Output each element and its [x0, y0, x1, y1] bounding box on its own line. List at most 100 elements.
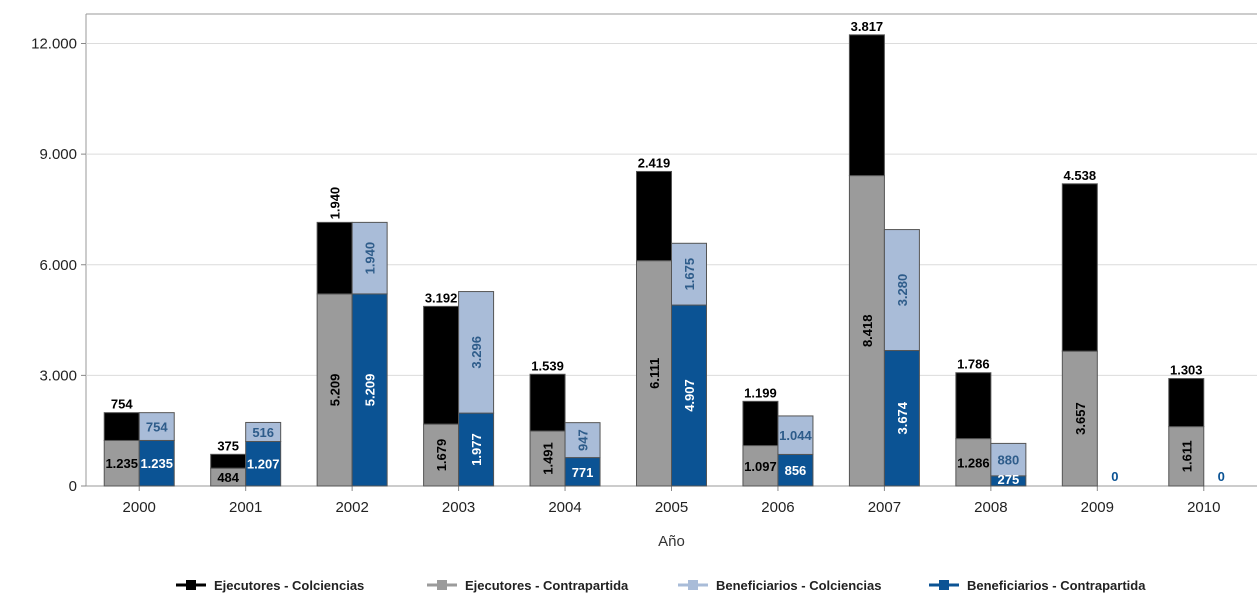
- legend-marker: [186, 580, 196, 590]
- data-label-beneficiarios-colciencias-2004: 947: [576, 429, 591, 451]
- x-tick-label: 2007: [868, 499, 901, 516]
- data-label-ejecutores-colciencias-2001: 375: [217, 438, 239, 453]
- legend-marker: [939, 580, 949, 590]
- bar-ejecutores-colciencias-2006: [742, 400, 779, 447]
- legend-marker: [688, 580, 698, 590]
- x-tick-label: 2005: [655, 499, 688, 516]
- data-label-beneficiarios-contrapartida-2002: 5.209: [363, 374, 378, 407]
- data-label-beneficiarios-colciencias-2000: 754: [146, 420, 168, 435]
- bar-beneficiarios-colciencias-2000: [138, 412, 175, 441]
- y-tick-label: 0: [69, 478, 77, 495]
- x-tick-label: 2003: [442, 499, 475, 516]
- bar-ejecutores-contrapartida-2008: [955, 438, 992, 487]
- data-label-beneficiarios-colciencias-2002: 1.940: [363, 242, 378, 275]
- data-label-beneficiarios-contrapartida-2000: 1.235: [140, 456, 173, 471]
- data-label-ejecutores-colciencias-2009: 4.538: [1064, 168, 1097, 183]
- data-label-ejecutores-colciencias-2003: 3.192: [425, 290, 458, 305]
- data-label-ejecutores-colciencias-2007: 3.817: [851, 19, 884, 34]
- bar-beneficiarios-contrapartida-2003: [458, 412, 495, 487]
- data-label-beneficiarios-contrapartida-2001: 1.207: [247, 457, 280, 472]
- data-label-ejecutores-contrapartida-2000: 1.235: [105, 456, 138, 471]
- bar-ejecutores-contrapartida-2002: [316, 293, 353, 487]
- bar-ejecutores-contrapartida-2009: [1061, 350, 1098, 487]
- data-label-beneficiarios-colciencias-2008: 880: [998, 453, 1020, 468]
- bar-ejecutores-colciencias-2004: [529, 373, 566, 432]
- x-tick-label: 2002: [335, 499, 368, 516]
- bar-beneficiarios-contrapartida-2005: [671, 304, 707, 487]
- data-label-ejecutores-colciencias-2006: 1.199: [744, 385, 777, 400]
- legend-label: Ejecutores - Colciencias: [214, 578, 364, 593]
- bar-ejecutores-colciencias-2003: [423, 305, 460, 425]
- bar-ejecutores-colciencias-2007: [848, 34, 885, 177]
- legend-marker: [437, 580, 447, 590]
- bar-beneficiarios-colciencias-2002: [351, 221, 388, 295]
- data-label-ejecutores-colciencias-2008: 1.786: [957, 357, 990, 372]
- bar-beneficiarios-contrapartida-2002: [351, 293, 388, 487]
- bar-ejecutores-colciencias-2001: [210, 453, 247, 469]
- x-tick-label: 2001: [229, 499, 262, 516]
- bar-beneficiarios-colciencias-2007: [883, 229, 920, 352]
- x-tick-label: 2009: [1081, 499, 1114, 516]
- legend-label: Ejecutores - Contrapartida: [465, 578, 629, 593]
- data-label-beneficiarios-contrapartida-2006: 856: [785, 463, 807, 478]
- x-tick-label: 2010: [1187, 499, 1220, 516]
- x-tick-label: 2006: [761, 499, 794, 516]
- data-label-ejecutores-contrapartida-2004: 1.491: [541, 442, 556, 475]
- x-tick-label: 2004: [548, 499, 581, 516]
- bar-beneficiarios-colciencias-2003: [458, 291, 495, 414]
- bar-beneficiarios-contrapartida-2000: [138, 439, 175, 487]
- data-label-ejecutores-colciencias-2010: 1.303: [1170, 363, 1203, 378]
- data-label-beneficiarios-colciencias-2005: 1.675: [682, 258, 697, 291]
- bar-beneficiarios-contrapartida-2007: [883, 350, 920, 487]
- legend-label: Beneficiarios - Contrapartida: [967, 578, 1146, 593]
- bar-ejecutores-colciencias-2008: [955, 372, 992, 440]
- x-axis-title: Año: [658, 533, 685, 550]
- data-label-ejecutores-contrapartida-2007: 8.418: [860, 315, 875, 348]
- data-label-beneficiarios-contrapartida-2010: 0: [1218, 469, 1225, 484]
- data-label-ejecutores-contrapartida-2005: 6.111: [647, 358, 662, 389]
- data-label-ejecutores-colciencias-2002: 1.940: [328, 187, 343, 220]
- data-label-beneficiarios-contrapartida-2003: 1.977: [469, 433, 484, 466]
- data-label-ejecutores-colciencias-2004: 1.539: [531, 358, 564, 373]
- data-label-beneficiarios-contrapartida-2005: 4.907: [682, 379, 697, 412]
- x-tick-label: 2008: [974, 499, 1007, 516]
- data-label-beneficiarios-colciencias-2003: 3.296: [469, 336, 484, 369]
- data-label-ejecutores-colciencias-2005: 2.419: [638, 155, 671, 170]
- data-label-ejecutores-contrapartida-2010: 1.611: [1179, 440, 1194, 472]
- bar-beneficiarios-colciencias-2005: [671, 242, 707, 306]
- data-label-beneficiarios-contrapartida-2004: 771: [572, 465, 594, 480]
- data-label-ejecutores-contrapartida-2003: 1.679: [434, 439, 449, 472]
- data-label-beneficiarios-contrapartida-2008: 275: [998, 472, 1020, 487]
- data-label-ejecutores-colciencias-2000: 754: [111, 397, 133, 412]
- data-label-ejecutores-contrapartida-2006: 1.097: [744, 459, 777, 474]
- bar-ejecutores-colciencias-2005: [636, 170, 672, 262]
- bar-ejecutores-colciencias-2000: [103, 412, 140, 441]
- bar-beneficiarios-contrapartida-2006: [777, 453, 814, 487]
- bar-ejecutores-colciencias-2009: [1061, 183, 1098, 352]
- legend-label: Beneficiarios - Colciencias: [716, 578, 881, 593]
- bar-beneficiarios-colciencias-2004: [564, 422, 601, 459]
- bar-ejecutores-contrapartida-2010: [1168, 426, 1205, 487]
- data-label-ejecutores-contrapartida-2002: 5.209: [328, 374, 343, 407]
- y-tick-label: 6.000: [39, 257, 77, 274]
- y-tick-label: 12.000: [31, 36, 77, 53]
- data-label-beneficiarios-contrapartida-2009: 0: [1111, 469, 1118, 484]
- y-tick-label: 9.000: [39, 146, 77, 163]
- data-label-ejecutores-contrapartida-2009: 3.657: [1073, 402, 1088, 435]
- data-label-beneficiarios-contrapartida-2007: 3.674: [895, 401, 910, 434]
- bar-beneficiarios-colciencias-2008: [990, 442, 1027, 477]
- bar-beneficiarios-colciencias-2001: [245, 421, 282, 442]
- bar-beneficiarios-contrapartida-2001: [245, 440, 282, 487]
- data-label-beneficiarios-colciencias-2001: 516: [252, 425, 274, 440]
- data-label-ejecutores-contrapartida-2008: 1.286: [957, 455, 990, 470]
- data-label-beneficiarios-colciencias-2007: 3.280: [895, 274, 910, 307]
- data-label-beneficiarios-colciencias-2006: 1.044: [779, 428, 812, 443]
- bar-ejecutores-colciencias-2002: [316, 221, 353, 295]
- x-tick-label: 2000: [123, 499, 156, 516]
- bar-ejecutores-colciencias-2010: [1168, 378, 1205, 428]
- y-tick-label: 3.000: [39, 367, 77, 384]
- bar-beneficiarios-colciencias-2006: [777, 415, 814, 455]
- data-label-ejecutores-contrapartida-2001: 484: [217, 470, 239, 485]
